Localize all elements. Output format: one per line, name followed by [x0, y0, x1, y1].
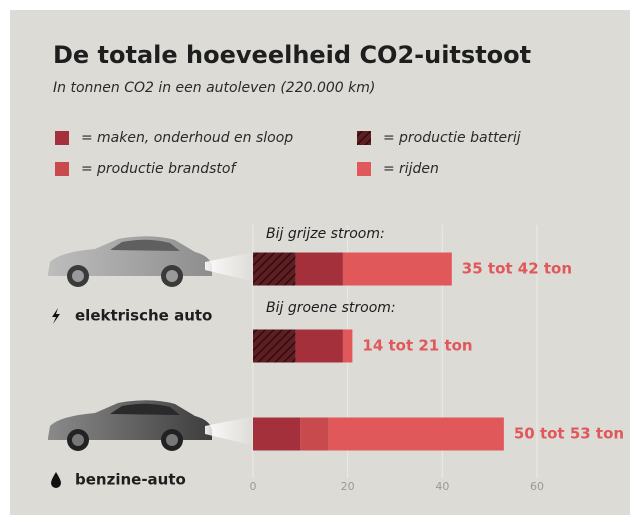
- category-label: Bij grijze stroom:: [266, 226, 385, 242]
- total-label: 50 tot 53 ton: [514, 425, 624, 443]
- bar-segment: [295, 329, 343, 363]
- bar-segment: [295, 252, 343, 286]
- bar-segment: [253, 252, 296, 286]
- total-label: 14 tot 21 ton: [362, 337, 472, 355]
- legend-label: rijden: [399, 161, 439, 177]
- chart-title: De totale hoeveelheid CO2-uitstoot: [53, 41, 531, 69]
- category-label: Bij groene stroom:: [266, 300, 396, 316]
- legend-label: productie batterij: [398, 130, 521, 146]
- x-tick-label: 20: [341, 480, 355, 493]
- bar-segment: [342, 252, 452, 286]
- drop-icon: [51, 472, 61, 488]
- electric-car-illustration: [48, 236, 255, 287]
- legend-separator: =: [81, 130, 93, 146]
- x-tick-label: 60: [530, 480, 544, 493]
- chart-subtitle: In tonnen CO2 in een autoleven (220.000 …: [53, 80, 375, 96]
- bar-segment: [253, 417, 301, 451]
- legend-swatch: [55, 162, 69, 176]
- legend-separator: =: [81, 161, 93, 177]
- bar-segment: [253, 329, 296, 363]
- bar-segment: [342, 329, 353, 363]
- group-label: elektrische auto: [75, 307, 212, 325]
- x-tick-label: 0: [250, 480, 257, 493]
- x-tick-label: 40: [435, 480, 449, 493]
- legend-separator: =: [383, 130, 395, 146]
- bolt-icon: [52, 308, 60, 324]
- legend-swatch: [55, 131, 69, 145]
- group-label: benzine-auto: [75, 471, 186, 489]
- petrol-car-illustration: [48, 400, 255, 451]
- total-label: 35 tot 42 ton: [462, 260, 572, 278]
- bar-segment: [328, 417, 504, 451]
- legend-label: productie brandstof: [96, 161, 237, 177]
- legend-separator: =: [383, 161, 395, 177]
- legend-label: maken, onderhoud en sloop: [97, 130, 293, 146]
- legend-swatch: [357, 162, 371, 176]
- bar-segment: [300, 417, 329, 451]
- legend-swatch: [357, 131, 371, 145]
